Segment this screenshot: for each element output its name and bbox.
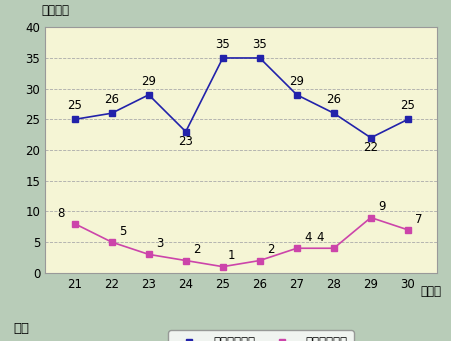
Text: 3: 3 bbox=[156, 237, 164, 250]
Text: 4: 4 bbox=[316, 231, 324, 244]
Text: 22: 22 bbox=[364, 142, 378, 154]
Text: 2: 2 bbox=[193, 243, 201, 256]
Legend: 道路トンネル, 鉄道トンネル: 道路トンネル, 鉄道トンネル bbox=[168, 330, 354, 341]
Text: 9: 9 bbox=[378, 201, 386, 213]
Text: 35: 35 bbox=[253, 38, 267, 51]
Text: （年）: （年） bbox=[420, 285, 442, 298]
Text: 35: 35 bbox=[216, 38, 230, 51]
Text: 平成: 平成 bbox=[14, 322, 29, 335]
Text: 26: 26 bbox=[104, 93, 119, 106]
Text: 2: 2 bbox=[267, 243, 275, 256]
Text: 29: 29 bbox=[141, 75, 156, 88]
Text: 29: 29 bbox=[289, 75, 304, 88]
Text: 4: 4 bbox=[304, 231, 312, 244]
Text: 26: 26 bbox=[327, 93, 341, 106]
Text: 1: 1 bbox=[227, 250, 235, 263]
Text: 23: 23 bbox=[178, 135, 193, 148]
Text: 25: 25 bbox=[400, 100, 415, 113]
Text: 7: 7 bbox=[415, 213, 423, 226]
Text: 25: 25 bbox=[67, 100, 82, 113]
Text: 8: 8 bbox=[57, 207, 64, 220]
Text: 5: 5 bbox=[119, 225, 127, 238]
Text: （件数）: （件数） bbox=[41, 4, 69, 17]
